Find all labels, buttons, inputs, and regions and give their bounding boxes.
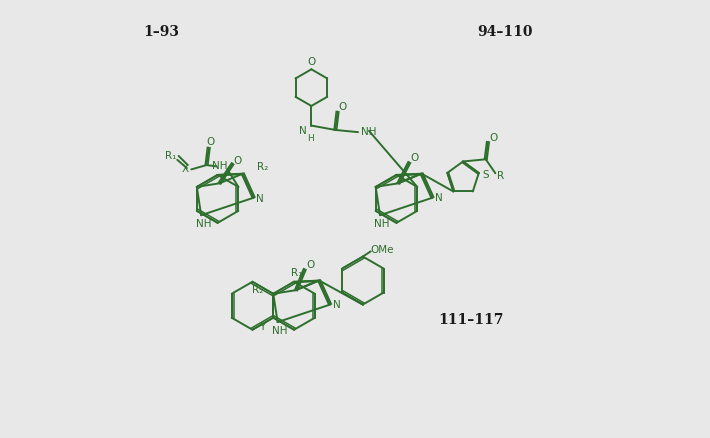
Text: NH: NH xyxy=(196,219,211,229)
Text: Y: Y xyxy=(259,321,266,331)
Text: O: O xyxy=(410,153,419,163)
Text: R₂: R₂ xyxy=(252,285,263,295)
Text: NH: NH xyxy=(272,325,288,335)
Text: NH: NH xyxy=(212,161,227,171)
Text: O: O xyxy=(307,57,315,67)
Text: H: H xyxy=(307,134,314,143)
Text: OMe: OMe xyxy=(371,244,394,254)
Text: 111–117: 111–117 xyxy=(438,312,503,326)
Text: O: O xyxy=(206,137,214,147)
Text: N: N xyxy=(299,126,307,136)
Text: R: R xyxy=(497,171,504,181)
Text: R₁: R₁ xyxy=(165,151,177,161)
Text: 1–93: 1–93 xyxy=(143,25,180,39)
Text: R₂: R₂ xyxy=(257,162,268,171)
Text: S: S xyxy=(482,170,488,180)
Text: N: N xyxy=(256,193,264,203)
Text: X: X xyxy=(182,164,189,174)
Text: NH: NH xyxy=(374,219,390,229)
Text: R₁: R₁ xyxy=(290,268,302,278)
Text: O: O xyxy=(306,259,314,269)
Text: N: N xyxy=(333,299,341,309)
Text: 94–110: 94–110 xyxy=(477,25,532,39)
Text: N: N xyxy=(435,192,443,202)
Text: O: O xyxy=(489,133,497,143)
Text: O: O xyxy=(234,156,242,166)
Text: O: O xyxy=(339,102,347,112)
Text: NH: NH xyxy=(361,127,377,137)
